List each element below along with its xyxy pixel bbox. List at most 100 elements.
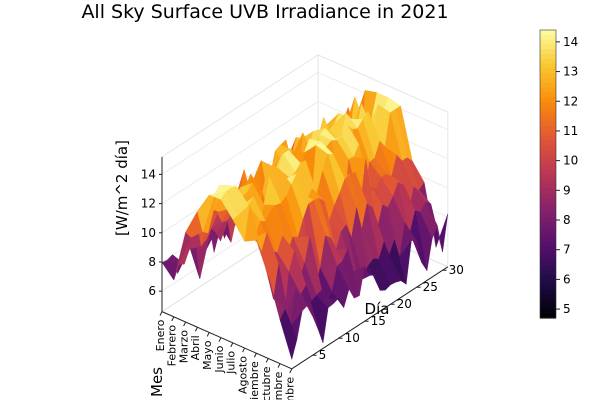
z-tick-label: 14 (141, 167, 156, 181)
colorbar-swatch (540, 169, 556, 175)
colorbar-swatch (540, 222, 556, 228)
month-tick-label: Agosto (236, 356, 249, 394)
colorbar-tick-label: 14 (563, 35, 578, 49)
colorbar-swatch (540, 202, 556, 209)
day-tick-label: 5 (319, 348, 327, 362)
colorbar-swatch (540, 188, 556, 194)
colorbar-swatch (540, 87, 556, 93)
colorbar-swatch (540, 82, 556, 89)
month-tick-label: Mayo (201, 340, 214, 370)
month-tick-label: Febrero (166, 325, 179, 367)
month-tick-label: Noviembre (272, 371, 285, 400)
x-axis-label: Día (365, 300, 390, 318)
colorbar-swatch (540, 30, 556, 36)
colorbar-tick-label: 6 (563, 272, 571, 286)
month-tick-mark (277, 363, 281, 368)
colorbar-swatch (540, 164, 556, 170)
colorbar-swatch (540, 106, 556, 113)
colorbar-swatch (540, 34, 556, 41)
month-axis-ticks: EneroFebreroMarzoAbrilMayoJunioJulioAgos… (154, 311, 297, 400)
colorbar-swatch (540, 130, 556, 137)
colorbar-swatch (540, 102, 556, 108)
month-tick-mark (253, 353, 257, 358)
colorbar-swatch (540, 313, 556, 319)
colorbar-swatch (540, 260, 556, 266)
month-tick-mark (171, 316, 175, 322)
colorbar-swatch (540, 178, 556, 185)
colorbar-tick-label: 10 (563, 154, 578, 168)
colorbar-tick-label: 11 (563, 124, 578, 138)
surface-plot (161, 90, 448, 361)
colorbar-swatch (540, 198, 556, 204)
month-tick-mark (159, 311, 163, 316)
colorbar-swatch (540, 97, 556, 103)
grid-line (161, 54, 319, 158)
colorbar-swatch (540, 154, 556, 161)
colorbar-swatch (540, 279, 556, 285)
grid-line (317, 54, 449, 113)
z-tick-label: 6 (148, 284, 156, 298)
colorbar-tick-label: 5 (563, 302, 571, 316)
z-tick-label: 12 (141, 197, 156, 211)
grid-line (161, 71, 319, 175)
month-tick-mark (289, 368, 293, 374)
colorbar-swatch (540, 193, 556, 199)
colorbar-tick-label: 7 (563, 243, 571, 257)
colorbar-swatch (540, 241, 556, 247)
colorbar-tick-label: 12 (563, 94, 578, 108)
colorbar-swatch (540, 284, 556, 290)
colorbar-swatch (540, 92, 556, 98)
colorbar-tick-label: 9 (563, 183, 571, 197)
month-tick-mark (218, 337, 222, 342)
colorbar-swatch (540, 44, 556, 50)
colorbar-swatch (540, 73, 556, 79)
colorbar-swatch (540, 207, 556, 213)
day-tick-label: 30 (449, 263, 464, 277)
day-tick-label: 20 (397, 297, 412, 311)
colorbar-swatch (540, 217, 556, 223)
colorbar-swatch (540, 54, 556, 60)
colorbar-swatch (540, 274, 556, 281)
month-tick-label: Enero (154, 319, 167, 351)
colorbar-swatch (540, 174, 556, 180)
month-tick-mark (242, 347, 246, 353)
surface-patch (173, 231, 192, 281)
z-tick-label: 8 (148, 255, 156, 269)
colorbar-swatch (540, 183, 556, 189)
day-axis-ticks: 5 10 15 20 25 30 (312, 263, 464, 362)
colorbar-swatch (540, 111, 556, 117)
grid-line (161, 311, 293, 370)
month-tick-mark (230, 342, 234, 348)
chart-title: All Sky Surface UVB Irradiance in 2021 (81, 1, 448, 23)
colorbar-swatch (540, 289, 556, 295)
colorbar-swatch (540, 303, 556, 309)
colorbar-swatch (540, 63, 556, 69)
day-tick-label: 25 (423, 280, 438, 294)
month-tick-label: Diciembre (284, 377, 297, 400)
month-tick-mark (183, 321, 187, 327)
month-tick-label: Octubre (260, 366, 273, 400)
colorbar-swatch (540, 135, 556, 141)
colorbar-swatch (540, 126, 556, 132)
colorbar-swatch (540, 250, 556, 257)
colorbar-swatch (540, 298, 556, 305)
colorbar-frame (539, 29, 557, 319)
colorbar-swatch (540, 140, 556, 146)
month-tick-mark (206, 332, 210, 337)
z-axis-label: [W/m^2 día] (113, 140, 131, 236)
colorbar-swatch (540, 294, 556, 300)
month-tick-label: Septiembre (248, 361, 261, 400)
colorbar: 5 6 7 8 9 10 11 12 13 14 (539, 29, 578, 319)
z-tick-label: 10 (141, 226, 156, 240)
month-tick-label: Junio (213, 345, 226, 373)
colorbar-swatch (540, 308, 556, 314)
colorbar-swatch (540, 265, 556, 271)
month-tick-label: Marzo (177, 330, 190, 364)
colorbar-swatch (540, 121, 556, 127)
colorbar-swatch (540, 49, 556, 55)
colorbar-swatch (540, 145, 556, 151)
colorbar-swatch (540, 78, 556, 84)
day-tick-label: 10 (345, 331, 360, 345)
colorbar-swatch (540, 236, 556, 242)
